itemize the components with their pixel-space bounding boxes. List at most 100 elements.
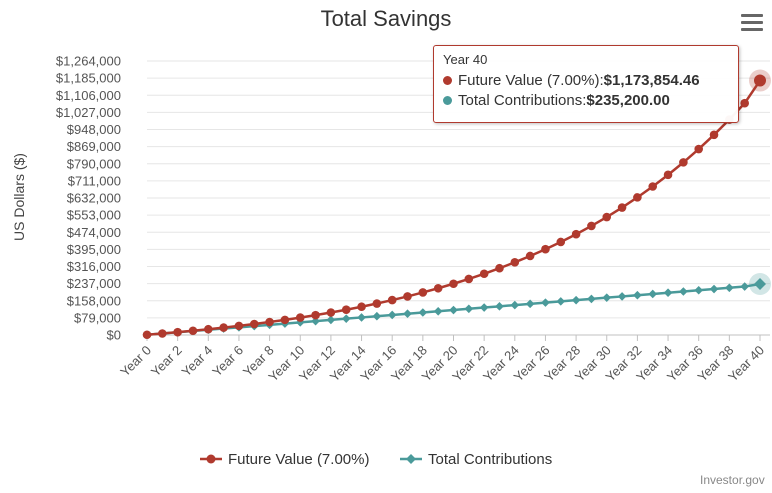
hamburger-line-icon [741, 21, 763, 24]
tooltip-label: Future Value (7.00%): [458, 71, 604, 89]
y-axis-title: US Dollars ($) [11, 153, 27, 241]
data-point [433, 283, 443, 293]
data-point [326, 308, 336, 317]
data-point [295, 313, 305, 322]
data-point [525, 251, 535, 261]
tooltip-value: $235,200.00 [586, 91, 670, 109]
data-point [357, 313, 366, 322]
y-tick-label: $948,000 [67, 122, 121, 137]
data-point [556, 297, 566, 306]
data-point [510, 300, 520, 310]
data-point [617, 292, 627, 301]
y-tick-label: $1,106,000 [56, 88, 121, 103]
data-point [387, 295, 397, 305]
data-point [449, 305, 458, 315]
y-tick-label: $553,000 [67, 208, 121, 223]
y-tick-label: $1,185,000 [56, 71, 121, 86]
data-point [709, 130, 719, 140]
credit-link[interactable]: Investor.gov [700, 473, 765, 487]
data-point [602, 212, 612, 222]
data-point [679, 287, 688, 296]
data-point [679, 158, 688, 167]
data-point [740, 282, 749, 291]
chart-menu-button[interactable] [740, 14, 764, 34]
data-tooltip: Year 40 Future Value (7.00%): $1,173,854… [433, 45, 739, 123]
legend: Future Value (7.00%) Total Contributions [200, 449, 600, 469]
y-tick-label: $0 [107, 328, 121, 343]
chart-title: Total Savings [320, 6, 452, 31]
data-point [357, 302, 366, 312]
data-point [372, 311, 382, 321]
x-tick-label: Year 0 [117, 343, 154, 380]
data-point [387, 310, 397, 320]
series-layer [142, 69, 771, 340]
data-point [464, 304, 474, 314]
legend-item-future-value[interactable]: Future Value (7.00%) [200, 449, 369, 469]
data-point [204, 324, 213, 334]
chart-area: $0 $79,000 $158,000 $237,000 $316,000 $395,00… [11, 54, 771, 384]
data-point [587, 294, 596, 304]
x-tick-label: Year 4 [179, 343, 216, 380]
diamond-line-icon [400, 454, 422, 464]
data-point [142, 330, 152, 340]
data-point [219, 323, 228, 332]
data-point [740, 98, 749, 108]
data-point [249, 319, 259, 329]
data-point [541, 244, 550, 254]
y-tick-label: $790,000 [67, 156, 121, 171]
legend-label: Future Value (7.00%) [228, 450, 370, 468]
tooltip-header: Year 40 [443, 52, 488, 67]
tooltip-label: Total Contributions: [458, 91, 587, 109]
data-point [418, 288, 428, 297]
data-point [234, 321, 244, 331]
data-point [449, 279, 458, 289]
series-future-value [142, 69, 771, 340]
data-point [663, 170, 673, 180]
data-point [265, 317, 274, 327]
legend-label: Total Contributions [428, 450, 553, 468]
legend-item-contributions[interactable]: Total Contributions [400, 449, 552, 469]
data-point [510, 258, 520, 267]
data-point [464, 274, 474, 284]
y-tick-label: $1,264,000 [56, 54, 121, 69]
data-point [709, 284, 719, 294]
hamburger-line-icon [741, 14, 763, 17]
x-tick-label: Year 6 [209, 343, 246, 380]
y-tick-label: $395,000 [67, 242, 121, 257]
data-point [541, 298, 550, 307]
data-point [479, 269, 489, 279]
y-tick-label: $1,027,000 [56, 105, 121, 120]
x-tick-label: Year 2 [148, 343, 185, 380]
circle-marker-icon [443, 75, 452, 85]
data-point [571, 229, 581, 239]
data-point [648, 289, 658, 299]
data-point [633, 290, 642, 300]
data-point [495, 263, 504, 273]
data-point [571, 295, 581, 305]
data-point [418, 308, 428, 317]
data-point [617, 203, 627, 212]
data-point [633, 193, 642, 202]
data-point [694, 285, 703, 295]
data-point [280, 315, 290, 325]
y-tick-label: $158,000 [67, 293, 121, 308]
data-point [403, 292, 412, 301]
data-point [694, 144, 703, 154]
y-tick-label: $711,000 [68, 173, 121, 188]
data-point [433, 306, 443, 316]
data-point [479, 303, 489, 312]
data-point [725, 283, 734, 293]
data-point [372, 299, 382, 308]
data-point [326, 315, 336, 325]
data-point [188, 326, 198, 336]
tooltip-row-contributions: Total Contributions: $235,200.00 [443, 90, 729, 110]
y-tick-label: $316,000 [67, 259, 121, 274]
data-point [311, 310, 320, 320]
y-tick-label: $79,000 [74, 310, 121, 325]
circle-line-icon [200, 454, 222, 464]
circle-marker-icon [443, 95, 452, 105]
data-point [556, 237, 566, 247]
data-point [663, 288, 673, 298]
tooltip-row-future-value: Future Value (7.00%): $1,173,854.46 [443, 70, 729, 90]
